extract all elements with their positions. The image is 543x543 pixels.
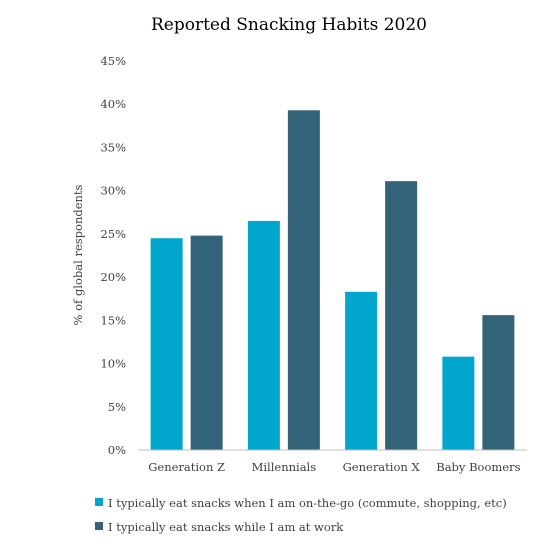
bar-series-2-millennials — [287, 110, 320, 451]
y-tick-label: 5% — [108, 400, 126, 414]
x-tick-label: Generation X — [343, 460, 421, 474]
x-tick-label: Generation Z — [148, 460, 225, 474]
x-axis-ticks: Generation Z Millennials Generation X Baby … — [148, 460, 520, 474]
legend-swatch — [95, 498, 103, 506]
y-tick-label: 20% — [100, 270, 126, 284]
bar-series-1-millennials — [247, 220, 280, 450]
legend: I typically eat snacks when I am on-the-… — [95, 496, 507, 534]
y-tick-label: 40% — [100, 97, 126, 111]
y-axis-label: % of global respondents — [71, 184, 85, 325]
bars — [150, 110, 515, 451]
y-tick-label: 35% — [100, 140, 126, 154]
bar-series-2-baby-boomers — [482, 315, 515, 450]
legend-label: I typically eat snacks while I am at wor… — [108, 520, 344, 534]
y-tick-label: 15% — [100, 313, 126, 327]
y-tick-label: 25% — [100, 227, 126, 241]
x-tick-label: Baby Boomers — [436, 460, 520, 474]
bar-series-2-generation-z — [190, 235, 223, 450]
x-tick-label: Millennials — [252, 460, 317, 474]
y-tick-label: 0% — [108, 443, 126, 457]
bar-series-2-generation-x — [385, 181, 418, 450]
y-tick-label: 45% — [100, 54, 126, 68]
y-tick-label: 10% — [100, 357, 126, 371]
y-axis-ticks: 0% 5% 10% 15% 20% 25% 30% 35% 40% 45% — [100, 54, 126, 457]
legend-label: I typically eat snacks when I am on-the-… — [108, 496, 507, 510]
chart-title: Reported Snacking Habits 2020 — [151, 15, 427, 35]
legend-swatch — [95, 522, 103, 530]
bar-series-1-generation-z — [150, 238, 183, 450]
bar-series-1-generation-x — [345, 291, 378, 450]
bar-series-1-baby-boomers — [442, 356, 475, 450]
y-tick-label: 30% — [100, 184, 126, 198]
